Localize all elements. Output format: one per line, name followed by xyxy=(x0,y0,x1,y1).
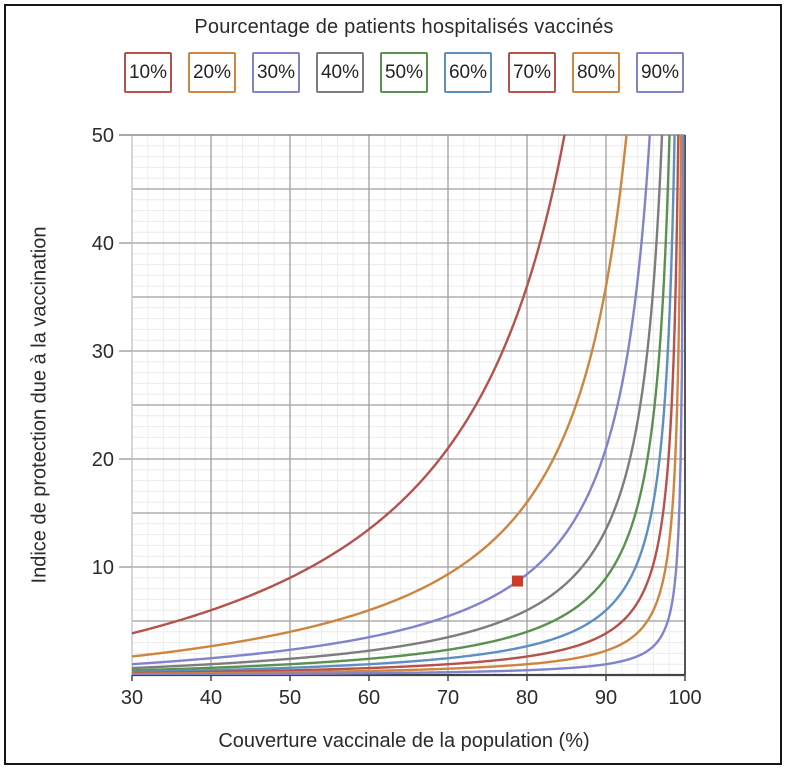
legend-item-label: 30% xyxy=(256,61,296,83)
legend-item-label: 20% xyxy=(192,61,232,83)
legend: 10% 20% 30% 40% 50% 60% 70% 80% 90% xyxy=(22,52,786,93)
curve-10% xyxy=(132,135,566,635)
curve-40% xyxy=(132,135,664,670)
legend-item-label: 40% xyxy=(320,61,360,83)
curve-20% xyxy=(132,135,628,658)
legend-item-label: 60% xyxy=(448,61,488,83)
y-tick-label-20: 20 xyxy=(92,449,114,471)
chart-title: Pourcentage de patients hospitalisés vac… xyxy=(194,16,614,38)
legend-item-80%: 80% xyxy=(572,52,620,93)
curve-60% xyxy=(132,135,676,674)
curve-80% xyxy=(132,135,683,675)
y-axis-title: Indice de protection due à la vaccinatio… xyxy=(28,226,51,584)
x-tick-label-80: 80 xyxy=(516,687,538,709)
x-tick-label-70: 70 xyxy=(437,687,459,709)
x-tick-label-90: 90 xyxy=(595,687,617,709)
marker-square xyxy=(512,575,524,587)
legend-item-90%: 90% xyxy=(636,52,684,93)
legend-item-60%: 60% xyxy=(444,52,492,93)
figure-border xyxy=(4,4,782,765)
x-tick-label-60: 60 xyxy=(358,687,380,709)
x-tick-label-50: 50 xyxy=(279,687,301,709)
x-axis-title: Couverture vaccinale de la population (%… xyxy=(218,730,590,752)
legend-item-30%: 30% xyxy=(252,52,300,93)
legend-item-label: 90% xyxy=(640,61,680,83)
y-tick-label-50: 50 xyxy=(92,125,114,147)
legend-item-20%: 20% xyxy=(188,52,236,93)
y-tick-label-10: 10 xyxy=(92,557,114,579)
x-tick-label-30: 30 xyxy=(121,687,143,709)
curve-30% xyxy=(132,135,651,666)
x-tick-label-40: 40 xyxy=(200,687,222,709)
curve-70% xyxy=(132,135,680,675)
y-tick-label-30: 30 xyxy=(92,341,114,363)
legend-item-label: 50% xyxy=(384,61,424,83)
legend-item-70%: 70% xyxy=(508,52,556,93)
curve-50% xyxy=(132,135,671,672)
legend-item-40%: 40% xyxy=(316,52,364,93)
legend-item-10%: 10% xyxy=(124,52,172,93)
curve-90% xyxy=(132,135,685,675)
y-tick-label-40: 40 xyxy=(92,233,114,255)
legend-item-50%: 50% xyxy=(380,52,428,93)
legend-item-label: 70% xyxy=(512,61,552,83)
legend-item-label: 10% xyxy=(128,61,168,83)
legend-item-label: 80% xyxy=(576,61,616,83)
x-tick-label-100: 100 xyxy=(668,687,701,709)
